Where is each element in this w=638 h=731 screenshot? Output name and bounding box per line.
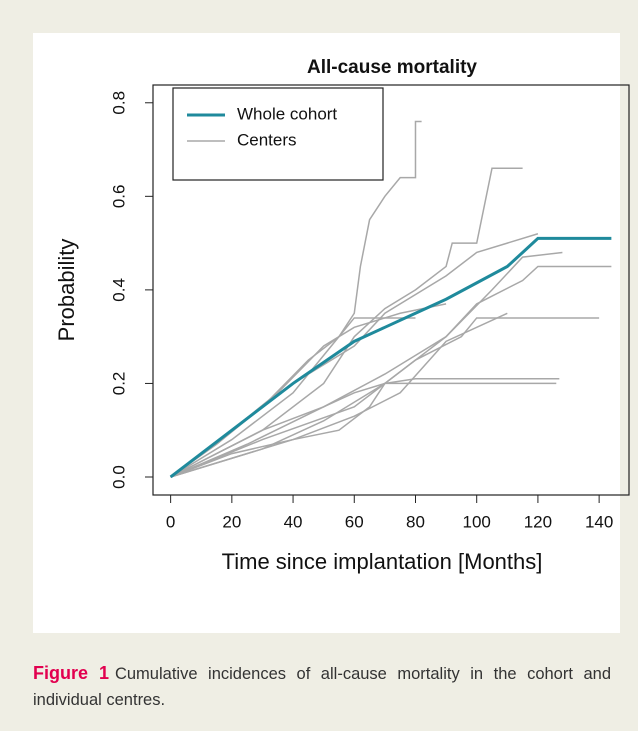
x-tick-label: 40 [284, 512, 303, 531]
caption: Figure 1 Cumulative incidences of all-cau… [33, 660, 611, 713]
x-tick-label: 120 [524, 512, 552, 531]
x-tick-label: 80 [406, 512, 425, 531]
x-tick-label: 60 [345, 512, 364, 531]
cohort-line [169, 236, 612, 479]
legend-label: Whole cohort [237, 104, 337, 123]
center-line [170, 382, 557, 478]
y-tick-label: 0.2 [109, 372, 128, 396]
caption-text: Cumulative incidences of all-cause morta… [33, 665, 611, 709]
y-tick-label: 0.8 [109, 91, 128, 115]
x-tick-label: 140 [585, 512, 613, 531]
x-tick-label: 100 [463, 512, 491, 531]
figure-label: Figure 1 [33, 663, 109, 683]
center-line [170, 317, 416, 478]
center-line [170, 251, 563, 478]
y-axis-label: Probability [54, 239, 79, 342]
x-axis-label: Time since implantation [Months] [222, 549, 543, 574]
center-line [170, 265, 612, 478]
legend-label: Centers [237, 130, 297, 149]
y-tick-label: 0.0 [109, 465, 128, 489]
center-line [170, 378, 560, 478]
y-tick-label: 0.4 [109, 278, 128, 302]
chart: All-cause mortality Time since implantat… [33, 33, 630, 633]
center-line [170, 312, 508, 478]
center-line [170, 317, 600, 478]
x-tick-label: 20 [222, 512, 241, 531]
x-tick-label: 0 [166, 512, 175, 531]
legend-box [172, 87, 384, 181]
center-line [170, 167, 523, 478]
chart-title: All-cause mortality [307, 57, 477, 78]
y-tick-label: 0.6 [109, 185, 128, 209]
center-line [170, 120, 422, 478]
